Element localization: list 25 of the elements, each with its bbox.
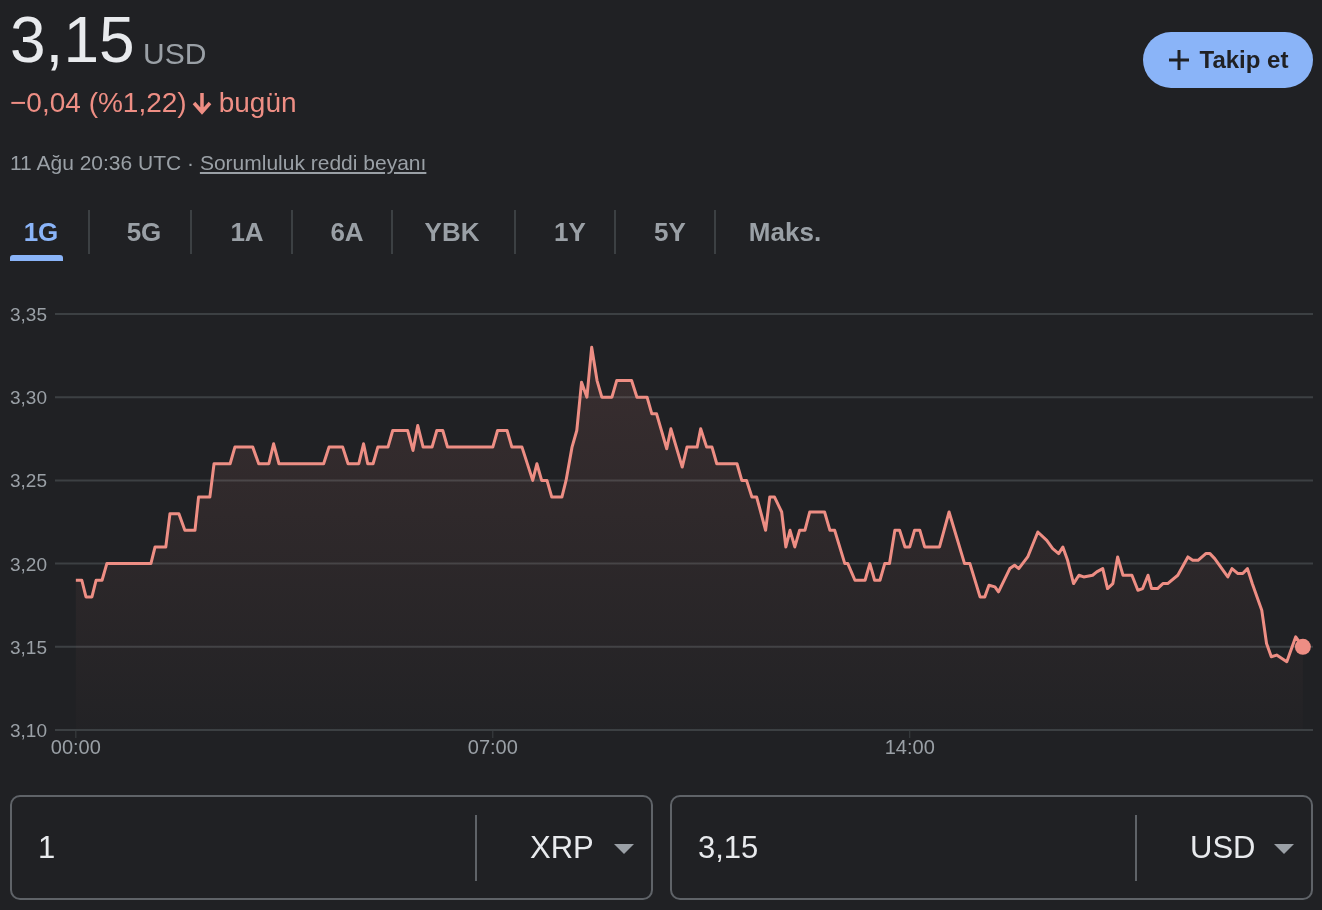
text: 1G: [22, 216, 60, 248]
text: bugün: [218, 86, 297, 120]
converter-field: 1 XRP: [10, 795, 653, 900]
y-tick-label: 3,30: [10, 387, 47, 409]
text: 5Y: [653, 216, 687, 248]
text: USD: [143, 36, 207, 72]
text: Maks.: [747, 216, 823, 248]
y-tick-label: 3,25: [10, 470, 47, 492]
text: −0,04 (%1,22): [10, 86, 187, 120]
converter-field: 3,15 USD: [670, 795, 1313, 900]
text: Takip et: [1199, 46, 1289, 74]
text: 11 Ağu 20:36 UTC ·: [10, 151, 196, 174]
y-tick-label: 3,10: [10, 720, 47, 741]
y-tick-label: 3,35: [10, 304, 47, 325]
x-tick-label: 07:00: [467, 736, 518, 759]
text: 6A: [329, 216, 365, 248]
y-tick-label: 3,20: [10, 553, 47, 575]
text: YBK: [423, 216, 481, 248]
text: 1A: [229, 216, 265, 248]
text: Sorumluluk reddi beyanı: [199, 151, 427, 174]
x-tick-label: 00:00: [50, 736, 101, 759]
text: 1Y: [553, 216, 587, 248]
y-tick-label: 3,15: [10, 636, 47, 658]
x-tick-label: 14:00: [884, 736, 935, 759]
text: 5G: [125, 216, 163, 248]
